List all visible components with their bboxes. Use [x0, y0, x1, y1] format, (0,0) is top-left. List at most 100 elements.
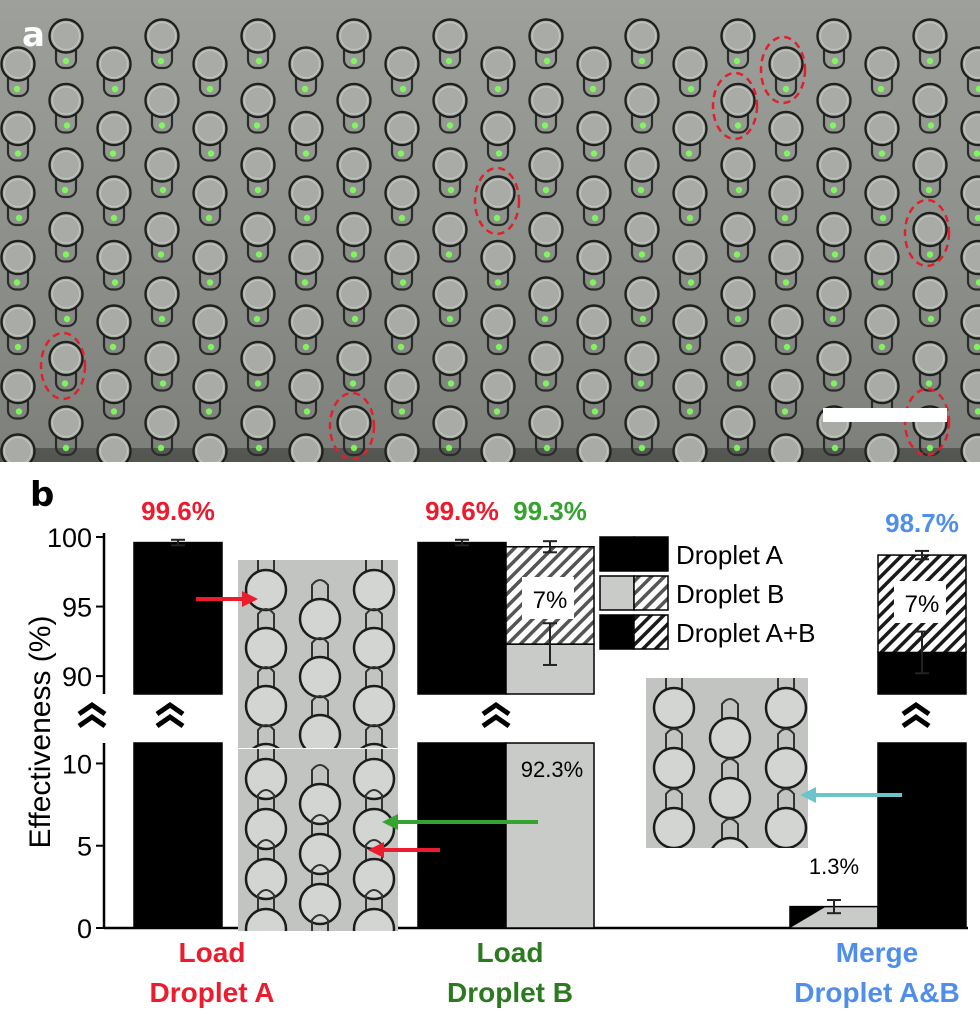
droplet-trap — [960, 433, 980, 462]
droplet-trap — [0, 175, 36, 227]
inset-micrograph-merge — [646, 678, 808, 848]
droplet-trap — [576, 175, 612, 227]
droplet-trap — [384, 239, 420, 291]
droplet-trap — [288, 110, 324, 162]
droplet-trap — [288, 175, 324, 227]
droplet-trap — [96, 368, 132, 420]
droplet-trap — [144, 18, 180, 70]
droplet-trap — [864, 175, 900, 227]
droplet-trap — [624, 147, 660, 199]
error-bar — [543, 622, 557, 666]
droplet-trap — [48, 147, 84, 199]
droplet-trap — [720, 340, 756, 392]
value-label: 1.3% — [809, 854, 859, 879]
droplet-trap — [144, 147, 180, 199]
droplet-trap — [336, 340, 372, 392]
droplet-trap — [288, 368, 324, 420]
droplet-trap — [48, 211, 84, 263]
droplet-trap — [912, 211, 948, 263]
droplet-trap — [336, 405, 372, 457]
droplet-trap — [768, 304, 804, 356]
droplet-trap — [336, 147, 372, 199]
droplet-trap — [480, 175, 516, 227]
droplet-trap — [768, 368, 804, 420]
droplet-trap — [480, 110, 516, 162]
group-label-line1: Load — [477, 937, 544, 968]
droplet-trap — [576, 304, 612, 356]
droplet-trap — [432, 405, 468, 457]
droplet-trap — [0, 433, 36, 462]
droplet-trap — [624, 405, 660, 457]
droplet-trap — [672, 110, 708, 162]
legend-label: Droplet B — [676, 579, 784, 609]
legend-item: Droplet B — [599, 575, 784, 611]
droplet-trap — [0, 239, 36, 291]
droplet-trap — [384, 175, 420, 227]
label-box — [522, 577, 574, 619]
droplet-trap — [624, 276, 660, 328]
group-label-line1: Load — [179, 937, 246, 968]
droplet-trap — [816, 276, 852, 328]
droplet-trap — [192, 239, 228, 291]
droplet-trap — [624, 340, 660, 392]
droplet-trap — [192, 175, 228, 227]
droplet-trap — [960, 304, 980, 356]
droplet-trap — [528, 18, 564, 70]
droplet-trap — [816, 18, 852, 70]
droplet-trap — [336, 82, 372, 134]
droplet-trap — [816, 147, 852, 199]
y-axis-label: Effectiveness (%) — [24, 616, 57, 849]
panel-label-a: a — [22, 15, 45, 55]
droplet-trap — [672, 46, 708, 98]
droplet-trap — [192, 368, 228, 420]
highlight-ellipse — [711, 71, 759, 141]
droplet-trap — [864, 46, 900, 98]
droplet-trap — [672, 175, 708, 227]
droplet-trap — [480, 46, 516, 98]
legend-item: Droplet A+B — [599, 614, 815, 650]
highlight-ellipse — [39, 331, 87, 401]
arrow-red — [196, 591, 258, 607]
droplet-trap — [384, 433, 420, 462]
value-label: 98.7% — [885, 508, 959, 538]
droplet-trap — [432, 82, 468, 134]
droplet-trap — [192, 304, 228, 356]
droplet-trap — [96, 433, 132, 462]
legend-item: Droplet A — [599, 536, 784, 572]
droplet-trap — [432, 18, 468, 70]
y-tick-label: 95 — [62, 593, 92, 623]
droplet-trap — [480, 368, 516, 420]
droplet-trap — [0, 304, 36, 356]
droplet-trap — [912, 276, 948, 328]
segment-label: 7% — [905, 591, 940, 618]
droplet-trap — [192, 46, 228, 98]
segment-label: 92.3% — [521, 757, 583, 782]
droplet-trap — [336, 211, 372, 263]
y-tick-label: 0 — [77, 914, 92, 944]
droplet-trap — [672, 368, 708, 420]
group-label: Load Droplet B — [447, 937, 573, 1008]
droplet-trap — [912, 18, 948, 70]
droplet-trap — [144, 276, 180, 328]
droplet-trap — [432, 211, 468, 263]
droplet-trap — [288, 304, 324, 356]
inset-micrograph-bottom — [238, 749, 398, 931]
droplet-trap — [960, 46, 980, 98]
highlight-ellipse — [759, 35, 807, 105]
group-label-line2: Droplet B — [447, 977, 573, 1008]
droplet-trap — [528, 405, 564, 457]
error-bar — [455, 538, 469, 547]
legend: Droplet A Droplet B Droplet A+B — [599, 536, 815, 650]
droplet-trap — [912, 147, 948, 199]
droplet-trap — [720, 405, 756, 457]
droplet-trap — [96, 304, 132, 356]
droplet-trap — [240, 211, 276, 263]
droplet-trap — [720, 147, 756, 199]
droplet-trap — [816, 211, 852, 263]
droplet-trap — [672, 433, 708, 462]
droplet-trap — [960, 239, 980, 291]
highlight-ellipse — [903, 198, 951, 268]
droplet-trap — [192, 110, 228, 162]
droplet-trap — [720, 18, 756, 70]
droplet-trap — [288, 239, 324, 291]
